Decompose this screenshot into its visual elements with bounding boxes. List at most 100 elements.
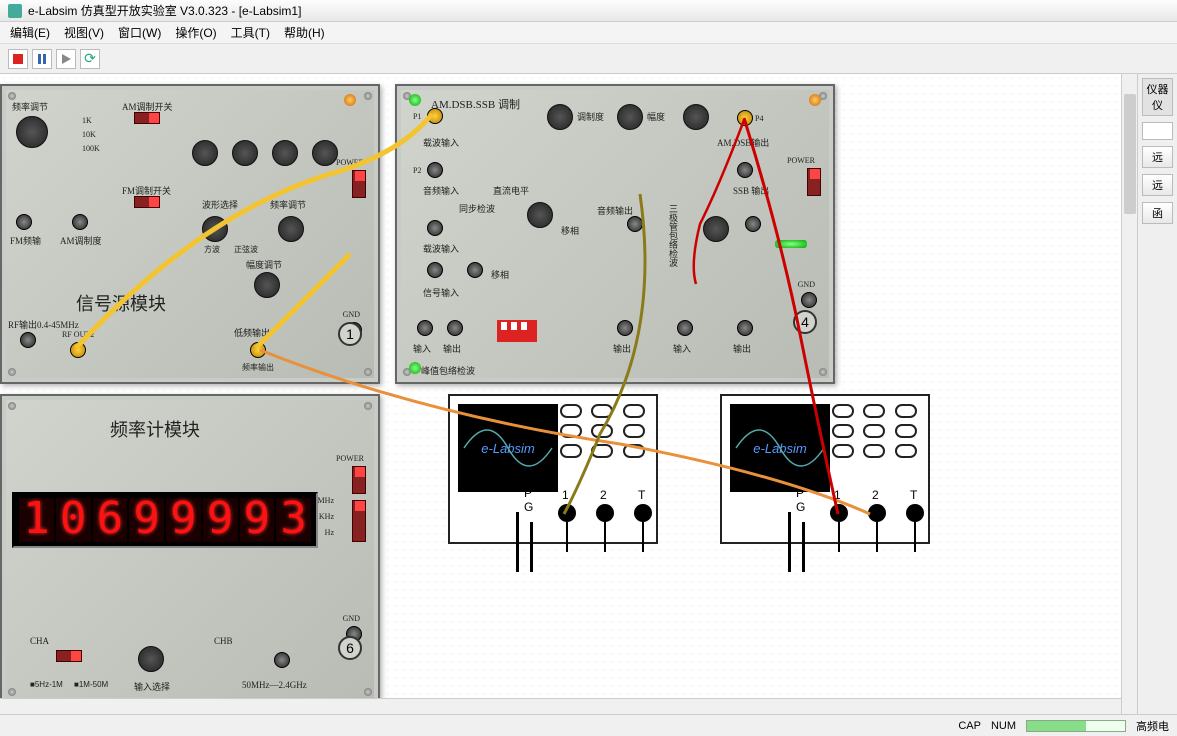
in-jack[interactable]	[417, 320, 433, 336]
pause-button[interactable]	[32, 49, 52, 69]
p6-jack[interactable]	[427, 220, 443, 236]
menu-edit[interactable]: 编辑(E)	[4, 22, 56, 43]
horizontal-scrollbar[interactable]	[0, 698, 1121, 714]
am-depth-jack[interactable]	[72, 214, 88, 230]
scope-button[interactable]	[895, 404, 917, 418]
freq-knob-big[interactable]	[16, 116, 48, 148]
unit-switch[interactable]	[352, 500, 366, 542]
scope-port-t[interactable]: T	[906, 504, 924, 522]
w4-knob[interactable]	[703, 216, 729, 242]
panel-btn-1[interactable]: 远	[1142, 146, 1173, 168]
in-jack[interactable]	[677, 320, 693, 336]
panel-btn-3[interactable]: 函	[1142, 202, 1173, 224]
scope-port-t[interactable]: T	[634, 504, 652, 522]
out-jack[interactable]	[447, 320, 463, 336]
stop-button[interactable]	[8, 49, 28, 69]
label: P2	[413, 166, 421, 175]
scope-button[interactable]	[832, 424, 854, 438]
p4-jack[interactable]	[737, 110, 753, 126]
amp-knob[interactable]	[254, 272, 280, 298]
scope-port-2[interactable]: 2	[868, 504, 886, 522]
scope-button[interactable]	[863, 404, 885, 418]
label: KHz	[319, 512, 334, 521]
panel-input[interactable]	[1142, 122, 1173, 140]
lf-out-jack[interactable]	[250, 342, 266, 358]
chb-jack[interactable]	[274, 652, 290, 668]
rf-out-jack[interactable]	[20, 332, 36, 348]
dip-switch[interactable]	[497, 320, 537, 342]
scope-button[interactable]	[895, 424, 917, 438]
play-button[interactable]	[56, 49, 76, 69]
canvas[interactable]: 频率调节 AM调制开关 1K 10K 100K FM调制开关 波形选择 频率调节…	[0, 74, 1137, 714]
scope-button[interactable]	[591, 444, 613, 458]
p7-jack[interactable]	[427, 262, 443, 278]
oscilloscope-1[interactable]: e-Labsim PG 1 2 T	[448, 394, 658, 544]
power-switch[interactable]	[352, 170, 366, 198]
knob[interactable]	[192, 140, 218, 166]
out-jack[interactable]	[617, 320, 633, 336]
fm-switch[interactable]	[134, 196, 160, 208]
scope-port-1[interactable]: 1	[558, 504, 576, 522]
p5-jack[interactable]	[737, 162, 753, 178]
label: 方波	[204, 244, 220, 255]
scope-button[interactable]	[623, 424, 645, 438]
p1-jack[interactable]	[427, 108, 443, 124]
cha-switch[interactable]	[56, 650, 82, 662]
knob[interactable]	[232, 140, 258, 166]
vertical-scrollbar[interactable]	[1121, 74, 1137, 714]
w-knob[interactable]	[683, 104, 709, 130]
jack[interactable]	[467, 262, 483, 278]
power-switch[interactable]	[807, 168, 821, 196]
menu-tools[interactable]: 工具(T)	[225, 22, 276, 43]
out-jack[interactable]	[737, 320, 753, 336]
panel-btn-2[interactable]: 远	[1142, 174, 1173, 196]
label: RF OUT2	[62, 330, 94, 339]
scope-button[interactable]	[560, 404, 582, 418]
scope-port-2[interactable]: 2	[596, 504, 614, 522]
module-number: 6	[338, 636, 362, 660]
label: 波形选择	[202, 198, 238, 211]
wave-knob[interactable]	[202, 216, 228, 242]
module-freq-counter[interactable]: 频率计模块 POWER 1 0 6 9 9 9 9 3 MHz KHz Hz C…	[0, 394, 380, 704]
scope-button[interactable]	[863, 424, 885, 438]
label: 频率输出	[242, 362, 274, 373]
oscilloscope-2[interactable]: e-Labsim PG 1 2 T	[720, 394, 930, 544]
scope-button[interactable]	[832, 444, 854, 458]
scope-button[interactable]	[832, 404, 854, 418]
scope-button[interactable]	[560, 424, 582, 438]
scope-button[interactable]	[560, 444, 582, 458]
w2-knob[interactable]	[617, 104, 643, 130]
menu-view[interactable]: 视图(V)	[58, 22, 110, 43]
menu-window[interactable]: 窗口(W)	[112, 22, 167, 43]
p2-jack[interactable]	[427, 162, 443, 178]
label: FM频输	[10, 234, 41, 247]
label: 调制度	[577, 110, 604, 123]
rf-out2-jack[interactable]	[70, 342, 86, 358]
scope-screen: e-Labsim	[730, 404, 830, 492]
menu-help[interactable]: 帮助(H)	[278, 22, 331, 43]
am-switch[interactable]	[134, 112, 160, 124]
power-switch[interactable]	[352, 466, 366, 494]
knob[interactable]	[138, 646, 164, 672]
freq-knob[interactable]	[278, 216, 304, 242]
scope-button[interactable]	[895, 444, 917, 458]
refresh-button[interactable]: ⟳	[80, 49, 100, 69]
scope-button[interactable]	[591, 424, 613, 438]
knob[interactable]	[272, 140, 298, 166]
module-signal-source[interactable]: 频率调节 AM调制开关 1K 10K 100K FM调制开关 波形选择 频率调节…	[0, 84, 380, 384]
jack[interactable]	[745, 216, 761, 232]
fm-in-jack[interactable]	[16, 214, 32, 230]
module-am-dsb-ssb[interactable]: AM.DSB.SSB 调制 P1 调制度 幅度 P4 载波输入 AM.DSB输出…	[395, 84, 835, 384]
menu-operate[interactable]: 操作(O)	[169, 22, 222, 43]
p8-jack[interactable]	[627, 216, 643, 232]
scope-button[interactable]	[623, 444, 645, 458]
scope-button[interactable]	[591, 404, 613, 418]
scope-button[interactable]	[623, 404, 645, 418]
gnd-jack[interactable]	[801, 292, 817, 308]
power-lamp	[809, 94, 821, 106]
w3-knob[interactable]	[527, 202, 553, 228]
knob[interactable]	[312, 140, 338, 166]
scope-button[interactable]	[863, 444, 885, 458]
scope-port-1[interactable]: 1	[830, 504, 848, 522]
w1-knob[interactable]	[547, 104, 573, 130]
